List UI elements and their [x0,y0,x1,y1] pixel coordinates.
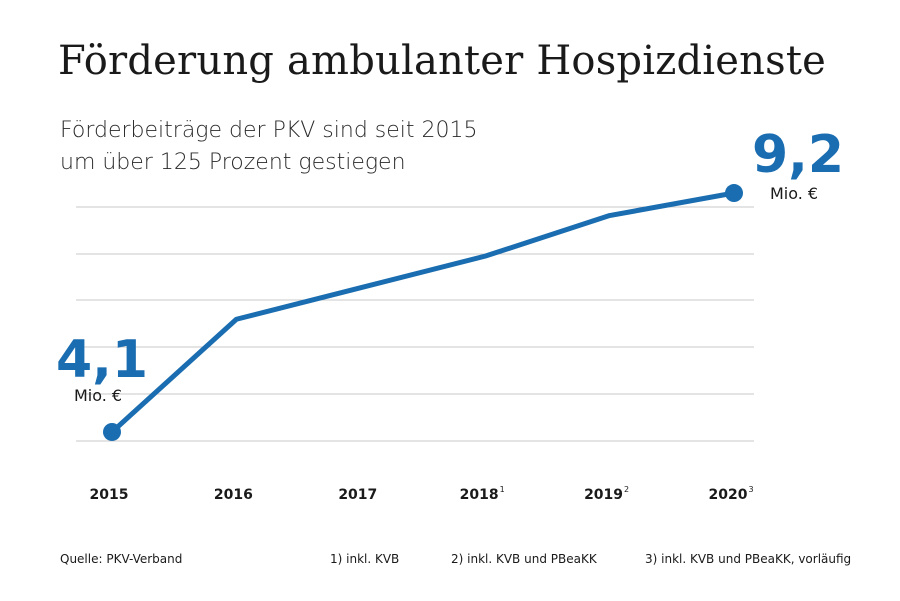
x-tick-label: 20203 [708,485,753,503]
x-tick-footnote-mark: 2 [624,485,629,494]
subtitle-line-1: Förderbeiträge der PKV sind seit 2015 [60,118,478,143]
end-unit-label: Mio. € [770,184,818,203]
footnote-3: 3) inkl. KVB und PBeaKK, vorläufig [645,552,852,566]
x-axis-ticks: 2015 2016 2017 20181 20192 20203 [90,485,754,503]
x-tick-footnote-mark: 1 [500,485,505,494]
footnote-1: 1) inkl. KVB [330,552,400,566]
end-point-marker [725,184,743,203]
end-value-label: 9,2 [752,125,844,185]
start-unit-label: Mio. € [74,386,122,405]
chart-subtitle: Förderbeiträge der PKV sind seit 2015 um… [60,115,478,179]
source-note: Quelle: PKV-Verband [60,552,183,566]
subtitle-line-2: um über 125 Prozent gestiegen [60,150,406,175]
x-tick-label: 20181 [460,485,505,503]
x-tick-label: 2016 [214,487,253,503]
x-tick-label: 2015 [90,487,129,503]
x-tick-label: 2017 [338,487,377,503]
footnote-2: 2) inkl. KVB und PBeaKK [451,552,597,566]
x-tick-label: 20192 [584,485,629,503]
x-tick-footnote-mark: 3 [748,485,753,494]
data-points [103,184,743,441]
gridlines [76,206,754,442]
series-line [109,190,737,435]
start-value-label: 4,1 [56,330,148,390]
start-point-marker [103,422,121,441]
chart-title: Förderung ambulanter Hospizdienste [58,38,827,84]
